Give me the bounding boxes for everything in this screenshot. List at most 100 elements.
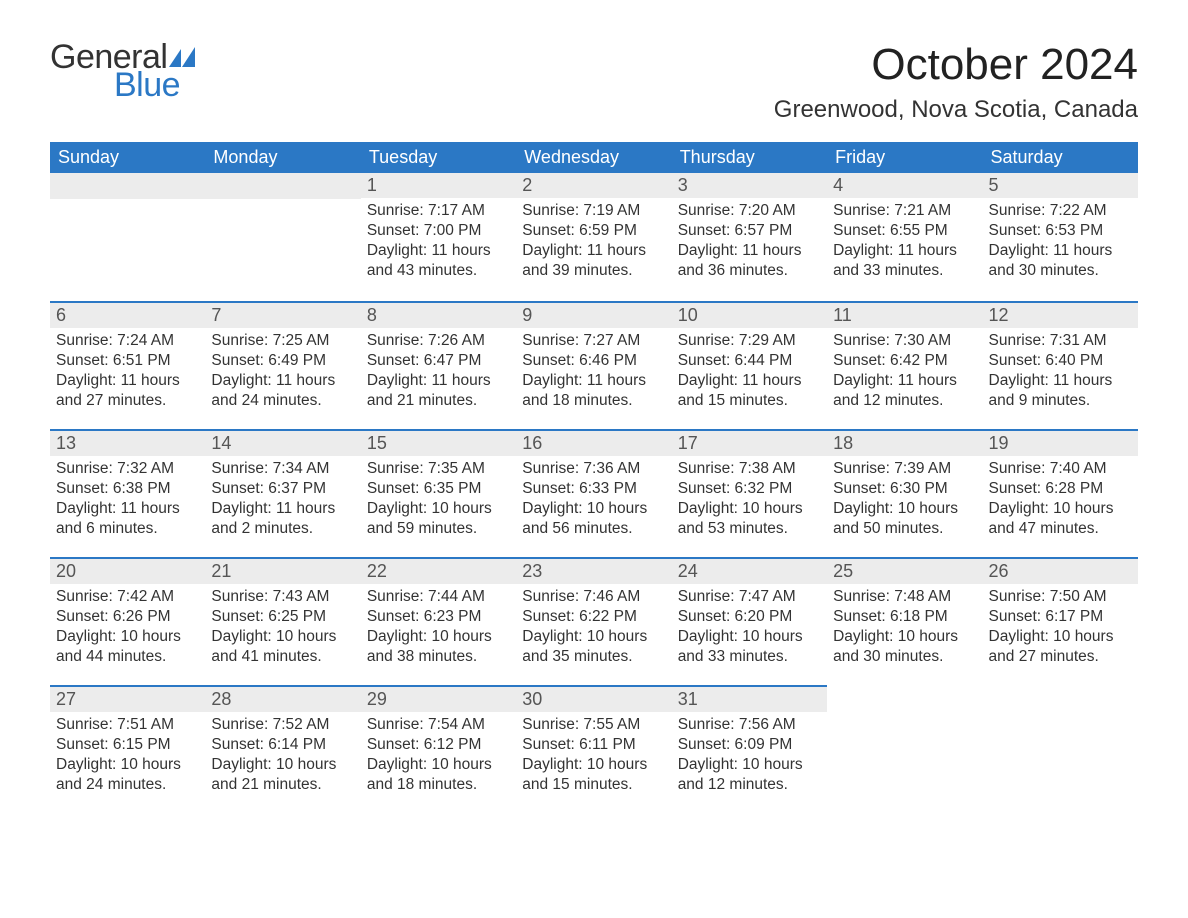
day-dl1: Daylight: 11 hours <box>678 371 821 391</box>
day-sunset: Sunset: 6:33 PM <box>522 479 665 499</box>
calendar-day-cell: 25Sunrise: 7:48 AMSunset: 6:18 PMDayligh… <box>827 557 982 685</box>
empty-daynum-bar <box>50 173 205 199</box>
day-dl1: Daylight: 11 hours <box>833 371 976 391</box>
calendar-day-cell: 29Sunrise: 7:54 AMSunset: 6:12 PMDayligh… <box>361 685 516 813</box>
day-details: Sunrise: 7:31 AMSunset: 6:40 PMDaylight:… <box>983 328 1138 418</box>
day-dl2: and 18 minutes. <box>367 775 510 795</box>
day-number: 19 <box>983 429 1138 456</box>
day-sunrise: Sunrise: 7:42 AM <box>56 587 199 607</box>
day-sunrise: Sunrise: 7:54 AM <box>367 715 510 735</box>
page-header: General Blue October 2024 Greenwood, Nov… <box>50 40 1138 124</box>
calendar-day-cell: 7Sunrise: 7:25 AMSunset: 6:49 PMDaylight… <box>205 301 360 429</box>
calendar-day-cell: 13Sunrise: 7:32 AMSunset: 6:38 PMDayligh… <box>50 429 205 557</box>
day-dl2: and 24 minutes. <box>211 391 354 411</box>
calendar-day-cell <box>205 173 360 301</box>
day-details: Sunrise: 7:56 AMSunset: 6:09 PMDaylight:… <box>672 712 827 802</box>
day-sunset: Sunset: 6:44 PM <box>678 351 821 371</box>
day-dl1: Daylight: 11 hours <box>56 499 199 519</box>
day-dl2: and 30 minutes. <box>989 261 1132 281</box>
day-dl2: and 47 minutes. <box>989 519 1132 539</box>
day-details: Sunrise: 7:54 AMSunset: 6:12 PMDaylight:… <box>361 712 516 802</box>
day-details: Sunrise: 7:47 AMSunset: 6:20 PMDaylight:… <box>672 584 827 674</box>
brand-word2: Blue <box>114 68 180 102</box>
day-sunset: Sunset: 6:15 PM <box>56 735 199 755</box>
day-sunset: Sunset: 6:46 PM <box>522 351 665 371</box>
day-details: Sunrise: 7:26 AMSunset: 6:47 PMDaylight:… <box>361 328 516 418</box>
calendar-day-cell: 4Sunrise: 7:21 AMSunset: 6:55 PMDaylight… <box>827 173 982 301</box>
day-sunset: Sunset: 6:38 PM <box>56 479 199 499</box>
day-details: Sunrise: 7:24 AMSunset: 6:51 PMDaylight:… <box>50 328 205 418</box>
day-number: 3 <box>672 173 827 198</box>
day-number: 5 <box>983 173 1138 198</box>
day-sunrise: Sunrise: 7:25 AM <box>211 331 354 351</box>
day-number: 8 <box>361 301 516 328</box>
weekday-header: Friday <box>827 142 982 173</box>
day-dl2: and 18 minutes. <box>522 391 665 411</box>
day-details: Sunrise: 7:22 AMSunset: 6:53 PMDaylight:… <box>983 198 1138 288</box>
day-sunset: Sunset: 6:22 PM <box>522 607 665 627</box>
day-dl1: Daylight: 10 hours <box>833 627 976 647</box>
day-number: 13 <box>50 429 205 456</box>
calendar-day-cell <box>50 173 205 301</box>
day-sunrise: Sunrise: 7:56 AM <box>678 715 821 735</box>
day-dl2: and 15 minutes. <box>678 391 821 411</box>
calendar-week-row: 1Sunrise: 7:17 AMSunset: 7:00 PMDaylight… <box>50 173 1138 301</box>
day-details: Sunrise: 7:44 AMSunset: 6:23 PMDaylight:… <box>361 584 516 674</box>
day-sunrise: Sunrise: 7:20 AM <box>678 201 821 221</box>
day-sunset: Sunset: 6:37 PM <box>211 479 354 499</box>
day-sunrise: Sunrise: 7:40 AM <box>989 459 1132 479</box>
day-sunset: Sunset: 6:57 PM <box>678 221 821 241</box>
day-sunset: Sunset: 6:42 PM <box>833 351 976 371</box>
location-label: Greenwood, Nova Scotia, Canada <box>774 96 1138 124</box>
day-sunrise: Sunrise: 7:24 AM <box>56 331 199 351</box>
day-sunrise: Sunrise: 7:55 AM <box>522 715 665 735</box>
day-dl1: Daylight: 11 hours <box>522 371 665 391</box>
day-dl2: and 6 minutes. <box>56 519 199 539</box>
day-details: Sunrise: 7:27 AMSunset: 6:46 PMDaylight:… <box>516 328 671 418</box>
brand-flag-icon <box>169 47 195 67</box>
day-dl1: Daylight: 10 hours <box>678 755 821 775</box>
day-sunset: Sunset: 6:11 PM <box>522 735 665 755</box>
day-dl1: Daylight: 11 hours <box>211 499 354 519</box>
day-number: 14 <box>205 429 360 456</box>
calendar-day-cell: 30Sunrise: 7:55 AMSunset: 6:11 PMDayligh… <box>516 685 671 813</box>
day-dl1: Daylight: 10 hours <box>522 499 665 519</box>
day-details: Sunrise: 7:17 AMSunset: 7:00 PMDaylight:… <box>361 198 516 288</box>
day-sunrise: Sunrise: 7:52 AM <box>211 715 354 735</box>
day-dl1: Daylight: 10 hours <box>989 627 1132 647</box>
calendar-day-cell: 5Sunrise: 7:22 AMSunset: 6:53 PMDaylight… <box>983 173 1138 301</box>
day-dl1: Daylight: 10 hours <box>522 627 665 647</box>
day-sunset: Sunset: 6:17 PM <box>989 607 1132 627</box>
day-dl2: and 36 minutes. <box>678 261 821 281</box>
day-dl2: and 33 minutes. <box>678 647 821 667</box>
brand-logo: General Blue <box>50 40 195 102</box>
day-dl1: Daylight: 11 hours <box>678 241 821 261</box>
day-dl2: and 21 minutes. <box>211 775 354 795</box>
day-number: 11 <box>827 301 982 328</box>
day-number: 4 <box>827 173 982 198</box>
day-dl2: and 38 minutes. <box>367 647 510 667</box>
weekday-header: Saturday <box>983 142 1138 173</box>
calendar-day-cell: 16Sunrise: 7:36 AMSunset: 6:33 PMDayligh… <box>516 429 671 557</box>
day-dl2: and 21 minutes. <box>367 391 510 411</box>
day-sunrise: Sunrise: 7:38 AM <box>678 459 821 479</box>
day-dl1: Daylight: 11 hours <box>989 241 1132 261</box>
day-sunrise: Sunrise: 7:39 AM <box>833 459 976 479</box>
day-details: Sunrise: 7:20 AMSunset: 6:57 PMDaylight:… <box>672 198 827 288</box>
day-sunset: Sunset: 6:12 PM <box>367 735 510 755</box>
day-sunset: Sunset: 6:51 PM <box>56 351 199 371</box>
day-dl1: Daylight: 11 hours <box>989 371 1132 391</box>
day-details: Sunrise: 7:34 AMSunset: 6:37 PMDaylight:… <box>205 456 360 546</box>
day-sunrise: Sunrise: 7:31 AM <box>989 331 1132 351</box>
calendar-day-cell: 20Sunrise: 7:42 AMSunset: 6:26 PMDayligh… <box>50 557 205 685</box>
day-sunset: Sunset: 7:00 PM <box>367 221 510 241</box>
calendar-table: SundayMondayTuesdayWednesdayThursdayFrid… <box>50 142 1138 813</box>
weekday-header: Tuesday <box>361 142 516 173</box>
calendar-day-cell: 23Sunrise: 7:46 AMSunset: 6:22 PMDayligh… <box>516 557 671 685</box>
day-dl1: Daylight: 10 hours <box>989 499 1132 519</box>
day-sunrise: Sunrise: 7:46 AM <box>522 587 665 607</box>
day-sunrise: Sunrise: 7:30 AM <box>833 331 976 351</box>
calendar-day-cell: 3Sunrise: 7:20 AMSunset: 6:57 PMDaylight… <box>672 173 827 301</box>
day-sunset: Sunset: 6:59 PM <box>522 221 665 241</box>
day-sunrise: Sunrise: 7:48 AM <box>833 587 976 607</box>
